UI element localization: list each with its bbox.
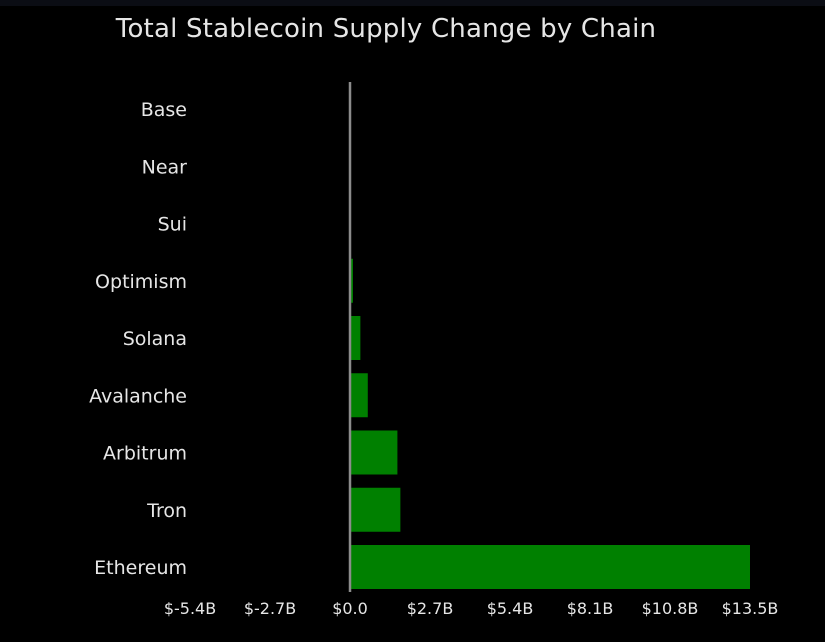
x-tick-label: $8.1B xyxy=(567,599,614,618)
bar-arbitrum xyxy=(350,430,398,475)
category-label-near: Near xyxy=(142,156,188,178)
bar-solana xyxy=(350,316,361,360)
category-label-base: Base xyxy=(141,99,187,121)
x-tick-label: $0.0 xyxy=(332,599,368,618)
x-tick-label: $5.4B xyxy=(487,599,534,618)
bar-ethereum xyxy=(350,545,750,589)
x-tick-label: $13.5B xyxy=(722,599,779,618)
category-label-arbitrum: Arbitrum xyxy=(103,443,187,465)
category-label-ethereum: Ethereum xyxy=(94,557,187,579)
category-label-tron: Tron xyxy=(146,500,187,522)
chart-title: Total Stablecoin Supply Change by Chain xyxy=(115,14,657,44)
x-tick-label: $10.8B xyxy=(642,599,699,618)
bar-avalanche xyxy=(350,373,368,418)
bar-optimism xyxy=(350,258,353,303)
x-tick-label: $-2.7B xyxy=(244,599,296,618)
bar-tron xyxy=(350,487,401,532)
category-label-sui: Sui xyxy=(158,214,187,236)
category-label-optimism: Optimism xyxy=(95,271,187,293)
category-label-solana: Solana xyxy=(123,328,187,350)
x-tick-label: $-5.4B xyxy=(164,599,216,618)
x-tick-label: $2.7B xyxy=(407,599,454,618)
category-label-avalanche: Avalanche xyxy=(89,385,187,407)
top-border-strip xyxy=(0,0,825,6)
